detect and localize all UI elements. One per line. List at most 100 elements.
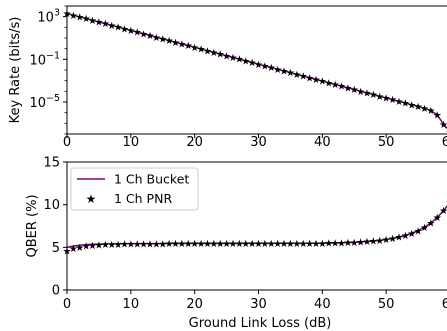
data-point-star: ★ bbox=[350, 238, 359, 249]
x-tick-label: 0 bbox=[63, 297, 71, 312]
data-point-star: ★ bbox=[209, 239, 218, 250]
x-tick-label: 10 bbox=[123, 297, 140, 312]
data-point-star: ★ bbox=[292, 70, 301, 81]
legend-label-bucket: 1 Ch Bucket bbox=[114, 172, 189, 187]
data-point-star: ★ bbox=[101, 240, 110, 251]
data-point-star: ★ bbox=[331, 239, 340, 250]
data-point-star: ★ bbox=[133, 239, 142, 250]
data-point-star: ★ bbox=[414, 102, 423, 113]
data-point-star: ★ bbox=[433, 213, 442, 224]
data-point-star: ★ bbox=[184, 239, 193, 250]
data-point-star: ★ bbox=[145, 239, 154, 250]
data-point-star: ★ bbox=[318, 239, 327, 250]
data-point-star: ★ bbox=[343, 83, 352, 94]
data-point-star: ★ bbox=[203, 46, 212, 57]
data-point-star: ★ bbox=[292, 239, 301, 250]
data-point-star: ★ bbox=[190, 43, 199, 54]
y-tick-label: 10−1 bbox=[29, 50, 60, 68]
y-axis-label: Key Rate (bits/s) bbox=[8, 17, 23, 124]
data-point-star: ★ bbox=[280, 239, 289, 250]
data-point-star: ★ bbox=[433, 110, 442, 121]
y-tick-label: 10−5 bbox=[29, 93, 60, 111]
y-tick-label: 5 bbox=[52, 241, 60, 256]
data-point-star: ★ bbox=[107, 21, 116, 32]
data-point-star: ★ bbox=[407, 100, 416, 111]
data-point-star: ★ bbox=[388, 234, 397, 245]
data-point-star: ★ bbox=[299, 239, 308, 250]
x-tick-label: 60 bbox=[442, 135, 447, 150]
data-point-star: ★ bbox=[145, 31, 154, 42]
data-point-star: ★ bbox=[228, 53, 237, 64]
data-point-star: ★ bbox=[88, 241, 97, 252]
data-point-star: ★ bbox=[120, 24, 129, 35]
data-point-star: ★ bbox=[69, 11, 78, 22]
data-point-star: ★ bbox=[337, 82, 346, 93]
data-point-star: ★ bbox=[203, 239, 212, 250]
data-point-star: ★ bbox=[305, 239, 314, 250]
data-point-star: ★ bbox=[318, 77, 327, 88]
data-point-star: ★ bbox=[260, 239, 269, 250]
data-point-star: ★ bbox=[299, 72, 308, 83]
data-point-star: ★ bbox=[420, 223, 429, 234]
data-point-star: ★ bbox=[190, 239, 199, 250]
data-point-star: ★ bbox=[286, 68, 295, 79]
data-point-star: ★ bbox=[280, 67, 289, 78]
data-point-star: ★ bbox=[235, 239, 244, 250]
y-tick-label: 0 bbox=[52, 284, 60, 299]
data-point-star: ★ bbox=[420, 104, 429, 115]
data-point-star: ★ bbox=[165, 239, 174, 250]
data-point-star: ★ bbox=[363, 88, 372, 99]
legend-label-pnr: 1 Ch PNR bbox=[114, 191, 172, 206]
data-point-star: ★ bbox=[446, 127, 447, 138]
series-line-2 bbox=[66, 204, 447, 249]
data-point-star: ★ bbox=[331, 80, 340, 91]
data-point-star: ★ bbox=[394, 233, 403, 244]
data-point-star: ★ bbox=[107, 240, 116, 251]
data-point-star: ★ bbox=[75, 12, 84, 23]
data-point-star: ★ bbox=[139, 239, 148, 250]
data-point-star: ★ bbox=[337, 238, 346, 249]
data-point-star: ★ bbox=[114, 23, 123, 34]
data-point-star: ★ bbox=[343, 238, 352, 249]
x-tick-label: 10 bbox=[123, 135, 140, 150]
data-point-star: ★ bbox=[382, 235, 391, 246]
data-point-star: ★ bbox=[394, 97, 403, 108]
data-point-star: ★ bbox=[88, 16, 97, 27]
x-tick-label: 50 bbox=[378, 135, 395, 150]
data-point-star: ★ bbox=[273, 65, 282, 76]
x-tick-label: 50 bbox=[378, 297, 395, 312]
data-point-star: ★ bbox=[311, 239, 320, 250]
x-tick-label: 30 bbox=[250, 297, 267, 312]
data-point-star: ★ bbox=[197, 239, 206, 250]
data-point-star: ★ bbox=[267, 239, 276, 250]
data-point-star: ★ bbox=[152, 33, 161, 44]
data-point-star: ★ bbox=[177, 40, 186, 51]
data-point-star: ★ bbox=[375, 236, 384, 247]
data-point-star: ★ bbox=[171, 239, 180, 250]
data-point-star: ★ bbox=[158, 239, 167, 250]
data-point-star: ★ bbox=[94, 241, 103, 252]
data-point-star: ★ bbox=[311, 75, 320, 86]
data-point-star: ★ bbox=[439, 206, 447, 217]
x-tick-label: 60 bbox=[442, 297, 447, 312]
data-point-star: ★ bbox=[75, 243, 84, 254]
data-point-star: ★ bbox=[197, 45, 206, 56]
data-point-star: ★ bbox=[216, 239, 225, 250]
data-point-star: ★ bbox=[248, 239, 257, 250]
data-point-star: ★ bbox=[369, 237, 378, 248]
data-point-star: ★ bbox=[401, 231, 410, 242]
y-tick-label: 10 bbox=[43, 198, 60, 213]
data-point-star: ★ bbox=[439, 120, 447, 131]
data-point-star: ★ bbox=[426, 106, 435, 117]
data-point-star: ★ bbox=[414, 226, 423, 237]
data-point-star: ★ bbox=[375, 92, 384, 103]
y-tick-label: 103 bbox=[37, 8, 60, 26]
plot-panel-1: ★★★★★★★★★★★★★★★★★★★★★★★★★★★★★★★★★★★★★★★★… bbox=[8, 5, 447, 150]
data-point-star: ★ bbox=[446, 198, 447, 209]
x-tick-label: 20 bbox=[186, 135, 203, 150]
data-point-star: ★ bbox=[101, 19, 110, 30]
data-point-star: ★ bbox=[82, 14, 91, 25]
data-point-star: ★ bbox=[241, 239, 250, 250]
data-point-star: ★ bbox=[254, 239, 263, 250]
